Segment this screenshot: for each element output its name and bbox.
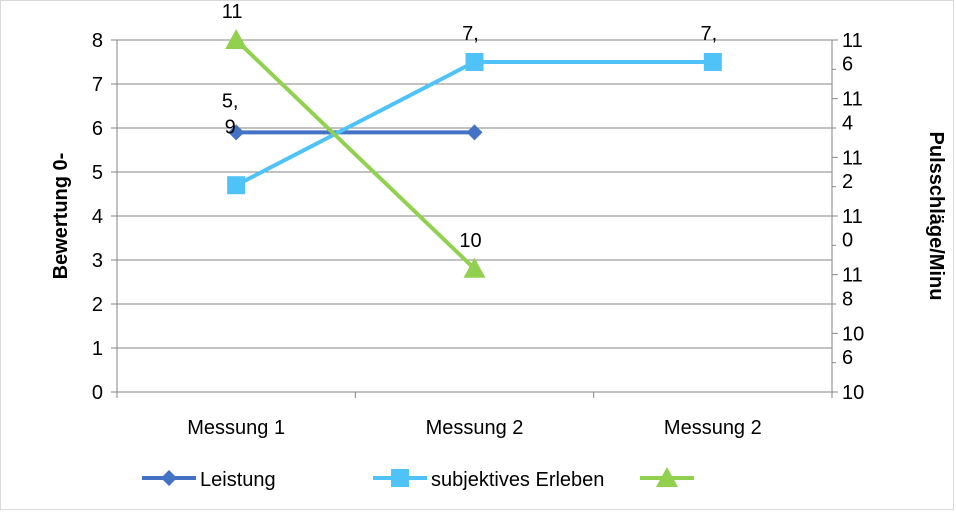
series-1-point bbox=[466, 124, 483, 141]
legend-label: subjektives Erleben bbox=[431, 469, 604, 491]
series-3-point bbox=[225, 29, 248, 49]
right-axis-tick-label: 0 bbox=[842, 230, 853, 252]
right-axis-tick-label: 2 bbox=[842, 171, 853, 193]
x-axis-tick-label: Messung 1 bbox=[187, 417, 285, 439]
legend-marker-3 bbox=[656, 467, 678, 487]
series-line-2 bbox=[235, 60, 713, 187]
series-2-point bbox=[703, 53, 722, 71]
left-axis-tick-label: 5 bbox=[92, 162, 103, 184]
data-label: 9 bbox=[225, 116, 236, 138]
right-axis-tick-label: 11 bbox=[842, 89, 863, 111]
right-axis-tick-label: 11 bbox=[842, 206, 863, 228]
left-axis-tick-label: 3 bbox=[92, 250, 103, 272]
series-3-point bbox=[463, 257, 486, 278]
right-axis-tick-label: 6 bbox=[842, 54, 853, 76]
data-label: 11 bbox=[222, 1, 243, 23]
right-axis-tick-label: 6 bbox=[842, 347, 853, 369]
left-axis-tick-label: 7 bbox=[92, 74, 103, 96]
series-1-point bbox=[228, 124, 245, 141]
data-label: 7, bbox=[700, 23, 717, 45]
left-axis-tick-label: 1 bbox=[92, 338, 103, 360]
left-axis-tick-label: 8 bbox=[92, 30, 103, 52]
right-axis-tick-label: 11 bbox=[842, 147, 863, 169]
data-label: 7, bbox=[462, 23, 479, 45]
left-axis-title: Bewertung 0- bbox=[50, 153, 72, 280]
legend-marker-2 bbox=[391, 469, 409, 487]
right-axis-tick-label: 8 bbox=[842, 288, 853, 310]
left-axis-tick-label: 4 bbox=[92, 206, 103, 228]
right-axis-tick-label: 11 bbox=[842, 265, 863, 287]
left-axis-tick-label: 0 bbox=[92, 382, 103, 404]
series-2-point bbox=[227, 176, 246, 195]
right-axis-tick-label: 4 bbox=[842, 112, 853, 134]
legend-marker-1 bbox=[161, 470, 177, 486]
series-line-3 bbox=[234, 38, 476, 271]
x-axis-tick-label: Messung 2 bbox=[664, 417, 762, 439]
data-label: 5, bbox=[222, 90, 239, 112]
left-axis-tick-label: 2 bbox=[92, 294, 103, 316]
right-axis-tick-label: 10 bbox=[842, 323, 864, 345]
series-2-point bbox=[465, 53, 484, 71]
right-axis-title: Pulsschläge/Minu bbox=[925, 132, 947, 301]
left-axis-tick-label: 6 bbox=[92, 118, 103, 140]
right-axis-tick-label: 11 bbox=[842, 30, 863, 52]
right-axis-tick-label: 10 bbox=[842, 382, 864, 404]
legend-label: Leistung bbox=[200, 469, 276, 491]
x-axis-tick-label: Messung 2 bbox=[426, 417, 524, 439]
data-label: 10 bbox=[459, 230, 481, 252]
